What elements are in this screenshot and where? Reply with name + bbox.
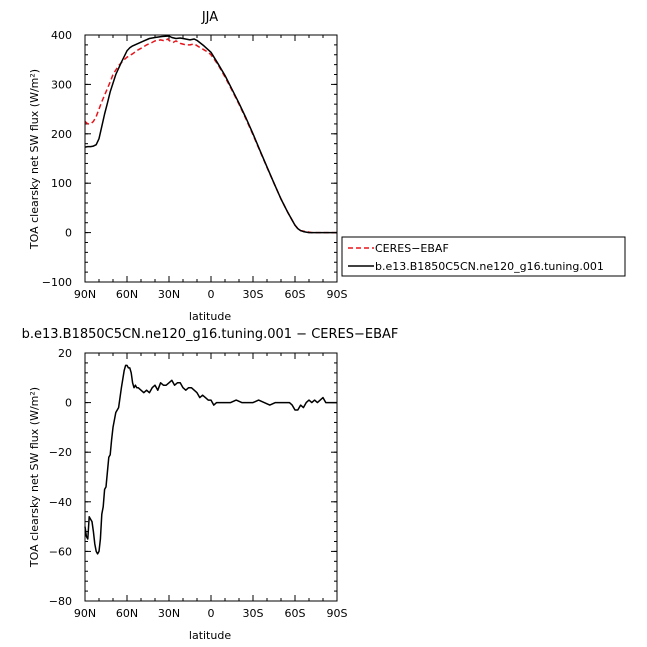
bottom-y-tick-label: −60 <box>49 545 72 558</box>
bottom-x-tick-label: 60S <box>285 607 306 620</box>
top-x-tick-label: 30N <box>158 288 180 301</box>
bottom-y-tick-label: −80 <box>49 595 72 608</box>
bottom-x-tick-label: 0 <box>208 607 215 620</box>
top-plot-title: JJA <box>201 10 218 25</box>
bottom-y-tick-label: −20 <box>49 446 72 459</box>
top-x-axis-title: latitude <box>189 310 231 323</box>
legend-label-ceres: CERES−EBAF <box>375 242 449 255</box>
top-plot-frame <box>84 34 338 283</box>
top-x-tick-label: 90S <box>327 288 348 301</box>
bottom-plot-title: b.e13.B1850C5CN.ne120_g16.tuning.001 − C… <box>22 327 399 342</box>
bottom-x-tick-label: 30S <box>243 607 264 620</box>
top-x-tick-label: 0 <box>208 288 215 301</box>
top-y-tick-label: 100 <box>51 177 72 190</box>
top-panel: JJA TOA clearsky net SW flux (W/m²) lati… <box>28 10 348 323</box>
bottom-series-group <box>84 364 337 555</box>
bottom-y-tick-label: 0 <box>65 397 72 410</box>
legend-label-model: b.e13.B1850C5CN.ne120_g16.tuning.001 <box>375 260 604 273</box>
top-x-tick-label: 90N <box>74 288 96 301</box>
top-series-group <box>84 35 337 234</box>
bottom-x-tick-label: 30N <box>158 607 180 620</box>
top-x-tick-label: 60N <box>116 288 138 301</box>
bottom-y-tick-label: 20 <box>58 347 72 360</box>
bottom-y-axis-title: TOA clearsky net SW flux (W/m²) <box>28 387 41 568</box>
legend-box <box>341 236 626 277</box>
top-x-tick-label: 60S <box>285 288 306 301</box>
top-y-tick-label: 0 <box>65 227 72 240</box>
bottom-x-tick-label: 90S <box>327 607 348 620</box>
bottom-panel: b.e13.B1850C5CN.ne120_g16.tuning.001 − C… <box>22 327 399 642</box>
top-y-axis-title: TOA clearsky net SW flux (W/m²) <box>28 69 41 250</box>
top-axis-ticks: 90N 60N 30N 0 30S 60S 90S −100 0 100 200 300 400 <box>42 29 348 301</box>
bottom-axis-ticks: 90N 60N 30N 0 30S 60S 90S −80 −60 −40 −20 0 20 <box>49 347 348 620</box>
bottom-x-axis-title: latitude <box>189 629 231 642</box>
bottom-series-line-0 <box>84 364 337 555</box>
top-series-line-1 <box>84 35 337 234</box>
bottom-y-tick-label: −40 <box>49 496 72 509</box>
bottom-plot-frame <box>84 352 338 602</box>
bottom-x-tick-label: 90N <box>74 607 96 620</box>
bottom-x-tick-label: 60N <box>116 607 138 620</box>
top-x-tick-label: 30S <box>243 288 264 301</box>
top-y-tick-label: −100 <box>42 276 72 289</box>
top-series-line-0 <box>84 38 337 234</box>
legend: CERES−EBAF b.e13.B1850C5CN.ne120_g16.tun… <box>341 236 626 277</box>
top-y-tick-label: 300 <box>51 78 72 91</box>
top-y-tick-label: 400 <box>51 29 72 42</box>
top-y-tick-label: 200 <box>51 128 72 141</box>
